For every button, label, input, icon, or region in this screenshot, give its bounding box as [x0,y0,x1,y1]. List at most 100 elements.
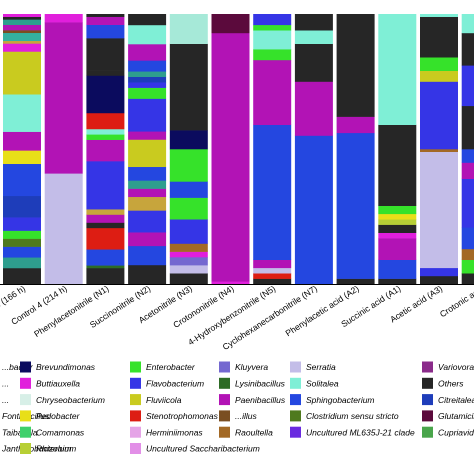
legend-item: Lysinibacillus [219,377,286,389]
bar-segment [44,22,83,174]
bar-segment [461,65,474,107]
legend-swatch [290,426,301,438]
bar-segment [211,32,250,282]
legend-swatch [219,426,230,438]
legend-swatch [422,410,433,422]
bar-segment [3,238,41,247]
bar-segment [86,227,125,250]
bar-segment [3,257,41,269]
bar-segment [294,43,333,82]
bar-segment [86,75,125,114]
legend-swatch [130,410,141,422]
legend-label: Fluviicola [146,395,182,405]
bar-segment [169,257,208,266]
bar-segment [86,267,125,285]
bar-segment [3,150,41,165]
legend-label: Taibaiella [2,427,38,437]
bar-segment [378,238,417,260]
bar-segment [378,232,417,239]
bars-layer [3,14,474,285]
bar-column [294,14,333,285]
bar-segment [378,224,417,233]
legend-label: ...illus [235,411,257,421]
bar-segment [378,124,417,206]
bar-segment [3,217,41,231]
legend-swatch [130,377,141,389]
bar-segment [86,139,125,162]
bar-segment [253,278,292,285]
bar-segment [128,44,167,61]
bar-segment [86,38,125,71]
x-tick-label: Phenylacetic acid (A2) [284,283,361,338]
legend-label: Serratia [306,362,336,372]
legend-item: Stenotrophomonas [130,410,219,422]
bar-segment [169,43,208,131]
bar-segment [128,245,167,266]
bar-segment [420,81,458,150]
bar-segment [253,267,292,274]
bar-segment [128,139,167,168]
bar-segment [3,267,41,285]
bar-segment [86,14,125,17]
bar-column [169,14,208,285]
bar-segment [86,128,125,135]
bar-column [86,14,125,285]
legend-item: Chryseobacterium [20,394,105,406]
bar-segment [169,181,208,198]
legend-label: Stenotrophomonas [146,411,219,421]
bar-column [211,14,250,285]
bar-segment [294,30,333,44]
bar-segment [128,196,167,211]
legend-item: Cupriavidus [422,426,474,438]
bar-segment [128,264,167,285]
bar-segment [86,209,125,215]
legend-item: Uncultured ML635J-21 clade [290,426,415,438]
legend-label: ... [2,379,9,389]
bar-segment [420,57,458,71]
bar-segment [169,265,208,274]
bar-segment [461,162,474,179]
legend-label: ...bacter [2,362,34,372]
x-tick-label: Crotonic ac... [438,283,474,319]
legend-label: Rhizobium [36,444,76,454]
bar-segment [420,16,458,58]
bar-column [461,14,474,285]
bar-segment [169,243,208,252]
legend-item: Serratia [290,361,336,373]
legend-item: Brevundimonas [20,361,96,373]
bar-segment [3,246,41,258]
legend-item: Clostridium sensu stricto [290,410,399,422]
legend-item: Sphingobacterium [290,394,375,406]
bar-segment [128,60,167,72]
bar-segment [253,59,292,125]
legend-swatch [20,361,31,373]
bar-segment [169,149,208,182]
legend-swatch [130,394,141,406]
bar-segment [169,197,208,220]
legend-swatch [130,426,141,438]
legend-item: Herminiimonas [130,426,203,438]
legend-label: Clostridium sensu stricto [306,411,399,421]
bar-segment [461,259,474,274]
bar-segment [128,76,167,83]
bar-segment [3,40,41,44]
bar-segment [128,210,167,233]
legend-swatch [219,377,230,389]
legend-swatch [20,426,31,438]
legend-item: Raoultella [219,426,273,438]
bar-segment [86,16,125,25]
bar-segment [86,265,125,269]
legend-label: Buttiauxella [36,379,80,389]
legend-swatch [290,410,301,422]
bar-segment [253,49,292,61]
legend-label: ... [2,395,9,405]
bar-segment [3,94,41,132]
legend-label: Chryseobacterium [36,395,105,405]
bar-column [253,14,292,285]
bar-segment [3,16,41,20]
bar-segment [461,248,474,260]
bar-column [3,14,41,285]
legend-label: Enterobacter [146,362,196,372]
bar-segment [86,70,125,76]
